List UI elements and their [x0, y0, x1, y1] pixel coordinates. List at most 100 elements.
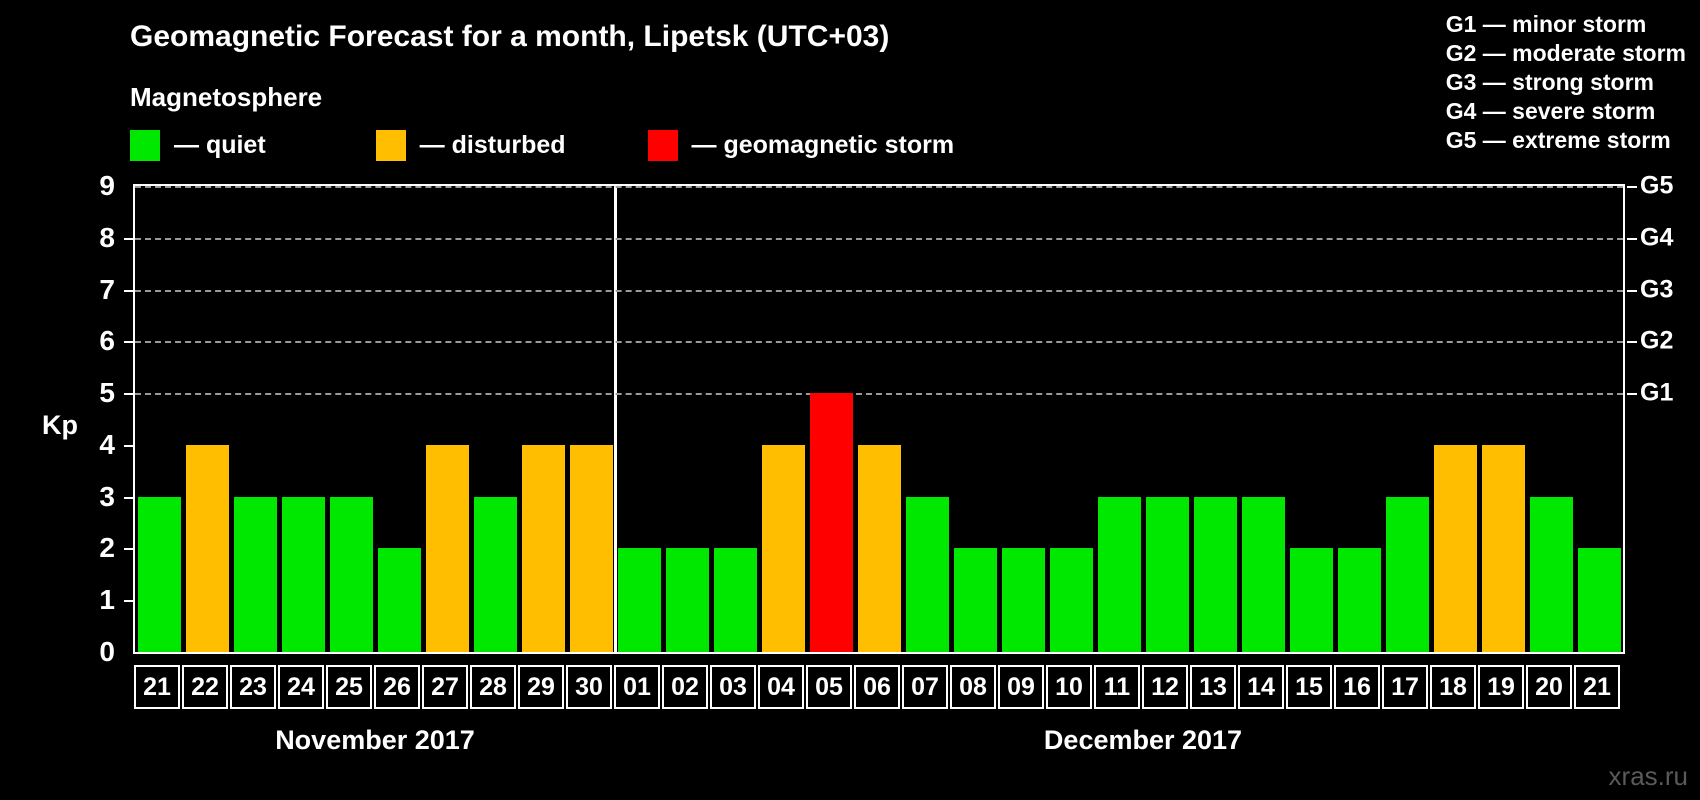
bars-layer — [135, 186, 1623, 652]
magnetosphere-legend: — quiet — disturbed — geomagnetic storm — [130, 128, 954, 162]
bar-december-11 — [1097, 496, 1141, 652]
day-label-december-20: 20 — [1526, 665, 1572, 709]
bar-november-23 — [233, 496, 277, 652]
y-tick-mark-3 — [124, 496, 134, 499]
g-legend-row-2: G2 — moderate storm — [1445, 40, 1686, 66]
day-label-december-14: 14 — [1238, 665, 1284, 709]
bar-november-28 — [473, 496, 517, 652]
day-label-december-03: 03 — [710, 665, 756, 709]
g-legend-row-5: G5 — extreme storm — [1445, 127, 1671, 153]
legend-entry-disturbed: — disturbed — [375, 129, 566, 161]
bar-december-20 — [1529, 496, 1573, 652]
g-axis-label-G2: G2 — [1640, 326, 1674, 355]
g-axis-label-G5: G5 — [1640, 171, 1674, 200]
y-tick-mark-5 — [124, 393, 134, 396]
g-legend-row-4: G4 — severe storm — [1445, 98, 1656, 124]
bar-december-01 — [617, 548, 661, 652]
bar-december-13 — [1193, 496, 1237, 652]
month-caption-0: November 2017 — [275, 725, 475, 755]
day-label-november-28: 28 — [470, 665, 516, 709]
bar-december-14 — [1241, 496, 1285, 652]
bar-november-21 — [137, 496, 181, 652]
day-label-december-16: 16 — [1334, 665, 1380, 709]
day-label-november-21: 21 — [134, 665, 180, 709]
y-tick-label-8: 8 — [99, 221, 115, 253]
day-label-december-17: 17 — [1382, 665, 1428, 709]
day-label-december-07: 07 — [902, 665, 948, 709]
watermark: xras.ru — [1608, 761, 1688, 791]
g-tick-mark-G1 — [1627, 393, 1637, 396]
legend-label-disturbed: — disturbed — [419, 130, 566, 159]
day-label-december-19: 19 — [1478, 665, 1524, 709]
g-legend-row-1: G1 — minor storm — [1445, 11, 1647, 37]
y-tick-mark-7 — [124, 289, 134, 292]
day-label-december-15: 15 — [1286, 665, 1332, 709]
y-tick-label-9: 9 — [99, 170, 115, 201]
y-tick-label-6: 6 — [99, 325, 115, 357]
legend-swatch-storm — [647, 129, 678, 161]
day-label-row: 21 22 23 24 25 26 27 28 29 30 01 02 03 04 05 06 07 08 09 10… — [133, 665, 1625, 709]
month-divider-line — [613, 186, 617, 652]
g-legend-row-3: G3 — strong storm — [1445, 69, 1655, 95]
day-label-december-12: 12 — [1142, 665, 1188, 709]
g-tick-mark-G3 — [1627, 289, 1637, 292]
day-label-december-02: 02 — [662, 665, 708, 709]
y-tick-label-1: 1 — [99, 584, 115, 616]
legend-swatch-quiet — [130, 129, 160, 161]
gridline-kp-8 — [135, 237, 1623, 240]
day-label-november-25: 25 — [326, 665, 372, 709]
bar-december-15 — [1289, 548, 1333, 652]
day-label-december-01: 01 — [614, 665, 660, 709]
bar-december-17 — [1385, 496, 1429, 652]
day-label-december-09: 09 — [998, 665, 1044, 709]
day-label-december-06: 06 — [854, 665, 900, 709]
y-tick-mark-4 — [124, 444, 134, 447]
bar-december-06 — [857, 444, 901, 652]
day-label-november-23: 23 — [230, 665, 276, 709]
legend-swatch-disturbed — [375, 129, 406, 161]
bar-december-09 — [1001, 548, 1045, 652]
magnetosphere-label: Magnetosphere — [130, 82, 323, 112]
day-label-december-05: 05 — [806, 665, 852, 709]
day-label-december-04: 04 — [758, 665, 804, 709]
bar-november-27 — [425, 444, 469, 652]
bar-december-02 — [665, 548, 709, 652]
bar-december-04 — [761, 444, 805, 652]
bar-november-26 — [377, 548, 421, 652]
g-tick-mark-G2 — [1627, 341, 1637, 344]
day-label-november-22: 22 — [182, 665, 228, 709]
y-tick-label-4: 4 — [99, 428, 115, 460]
day-label-december-13: 13 — [1190, 665, 1236, 709]
day-label-december-08: 08 — [950, 665, 996, 709]
bar-december-03 — [713, 548, 757, 652]
y-tick-label-2: 2 — [99, 532, 115, 564]
gridline-kp-7 — [135, 289, 1623, 292]
legend-entry-storm: — geomagnetic storm — [647, 129, 954, 161]
bar-december-16 — [1337, 548, 1381, 652]
bar-december-08 — [953, 548, 997, 652]
bar-december-07 — [905, 496, 949, 652]
g-tick-mark-G4 — [1627, 237, 1637, 240]
day-label-november-30: 30 — [566, 665, 612, 709]
y-tick-mark-1 — [124, 600, 134, 603]
g-tick-mark-G5 — [1627, 186, 1637, 188]
y-tick-mark-2 — [124, 548, 134, 551]
bar-november-24 — [281, 496, 325, 652]
y-tick-label-0: 0 — [99, 636, 115, 667]
legend-entry-quiet: — quiet — [130, 129, 266, 161]
month-caption-1: December 2017 — [1043, 725, 1243, 755]
bar-december-21 — [1577, 548, 1621, 652]
gridline-kp-9 — [135, 186, 1623, 188]
y-axis-title: Kp — [42, 410, 78, 440]
gridline-kp-6 — [135, 341, 1623, 344]
page-title: Geomagnetic Forecast for a month, Lipets… — [130, 20, 890, 53]
gridline-kp-5 — [135, 393, 1623, 396]
y-tick-label-3: 3 — [99, 480, 115, 512]
bar-november-25 — [329, 496, 373, 652]
day-label-december-18: 18 — [1430, 665, 1476, 709]
bar-november-22 — [185, 444, 229, 652]
bar-december-12 — [1145, 496, 1189, 652]
bar-december-10 — [1049, 548, 1093, 652]
y-tick-mark-8 — [124, 237, 134, 240]
